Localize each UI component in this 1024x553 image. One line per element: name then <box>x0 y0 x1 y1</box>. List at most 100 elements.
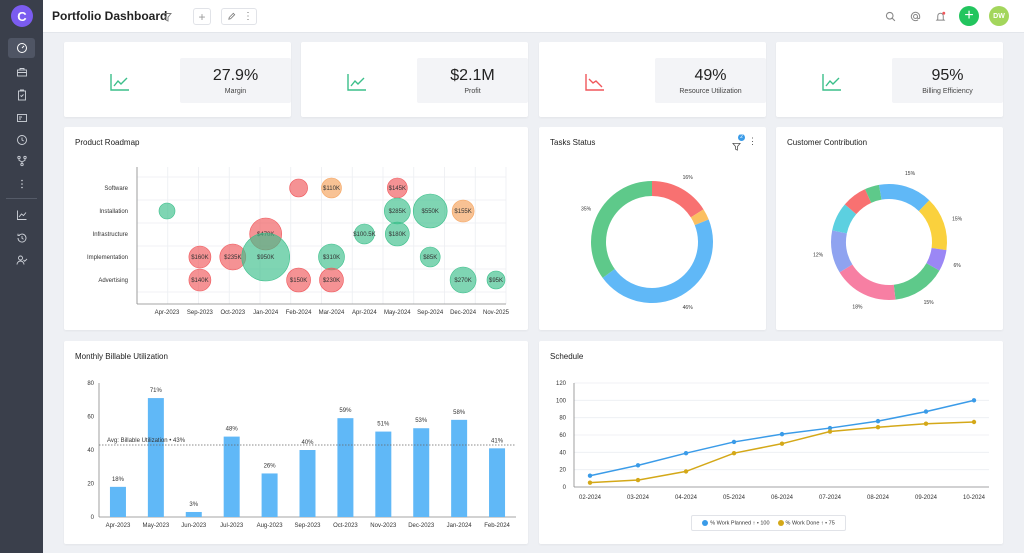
bubble-label: $230K <box>323 278 340 284</box>
bar <box>337 418 354 517</box>
user-check-icon[interactable] <box>8 250 35 270</box>
y-tick-label: Advertising <box>98 278 128 284</box>
kpi-box: 49% Resource Utilization <box>655 58 766 103</box>
bubble <box>449 266 477 294</box>
x-tick-label: 02-2024 <box>579 495 602 501</box>
x-tick-label: 07-2024 <box>819 495 842 501</box>
series-point <box>875 418 881 424</box>
x-tick-label: Dec-2024 <box>450 310 477 316</box>
plus-icon: + <box>198 9 206 24</box>
history-icon[interactable] <box>8 228 35 248</box>
x-tick-label: 08-2024 <box>867 495 890 501</box>
bubble-label: $140K <box>191 278 208 284</box>
bubble-label: $310K <box>323 255 340 261</box>
y-tick-label: 20 <box>559 468 566 474</box>
x-tick-label: Feb-2024 <box>484 523 510 529</box>
sidebar-divider <box>6 198 37 199</box>
bubble-label: $145K <box>389 186 406 192</box>
x-tick-label: May-2023 <box>143 523 170 529</box>
billable-bar-chart: 0 20 40 60 80 18% Apr-2023 71% May-2023 3% Jun-202… <box>87 381 516 529</box>
branch-icon[interactable] <box>8 151 35 171</box>
bar-value-label: 51% <box>377 422 390 428</box>
bubble-label: $285K <box>389 209 406 215</box>
more-icon[interactable] <box>8 174 35 194</box>
trend-up-icon <box>109 71 131 93</box>
dashboard-icon[interactable] <box>8 38 35 58</box>
bar-value-label: 41% <box>491 438 504 444</box>
bar <box>185 511 202 517</box>
filter-icon[interactable]: 2 <box>732 134 745 151</box>
series-point <box>683 469 689 474</box>
clipboard-icon[interactable] <box>8 85 35 105</box>
bar-value-label: 18% <box>112 477 125 483</box>
kpi-value: 49% <box>694 67 727 84</box>
x-tick-label: Sep-2023 <box>294 523 321 529</box>
bar <box>375 431 392 517</box>
kpi-card-billing-efficiency[interactable]: 95% Billing Efficiency <box>776 42 1003 117</box>
bar-value-label: 53% <box>415 418 428 424</box>
y-tick-label: 0 <box>563 485 567 491</box>
x-tick-label: Nov-2023 <box>370 523 397 529</box>
slice-label: 12% <box>813 253 824 259</box>
y-tick-label: 80 <box>87 381 94 387</box>
clock-icon[interactable] <box>8 130 35 150</box>
x-tick-label: Oct-2023 <box>220 310 245 316</box>
y-tick-label: 40 <box>87 448 94 454</box>
briefcase-icon[interactable] <box>8 62 35 82</box>
bubble-label: $235K <box>224 255 241 261</box>
avatar[interactable]: DW <box>989 6 1009 26</box>
id-card-icon[interactable] <box>8 108 35 128</box>
donut-slice <box>690 209 709 226</box>
legend-item-planned[interactable]: % Work Planned ↑ • 100 <box>702 519 770 526</box>
y-tick-label: 120 <box>556 381 567 387</box>
legend-item-done[interactable]: % Work Done ↑ • 75 <box>777 519 835 527</box>
bubble-label: $150K <box>290 278 307 284</box>
pencil-icon[interactable] <box>222 12 240 21</box>
create-button[interactable]: + <box>959 6 979 26</box>
series-point <box>587 473 593 478</box>
kpi-value: 95% <box>931 67 964 84</box>
bubble-label: $100.5K <box>353 232 375 238</box>
roadmap-chart: Software Installation Infrastructure Implem… <box>87 167 510 316</box>
y-tick-label: 20 <box>87 482 94 488</box>
bar <box>451 419 468 517</box>
x-tick-label: 10-2024 <box>963 495 986 501</box>
page-title: Portfolio Dashboard <box>52 9 168 23</box>
slice-label: 15% <box>924 300 935 306</box>
x-tick-label: May-2024 <box>384 310 411 316</box>
slice-label: 46% <box>683 305 694 311</box>
series-point <box>971 398 977 403</box>
trend-up-icon <box>346 71 368 93</box>
x-tick-label: Sep-2024 <box>417 310 444 316</box>
kpi-box: 95% Billing Efficiency <box>892 58 1003 103</box>
x-tick-label: 06-2024 <box>771 495 794 501</box>
app-logo[interactable]: C <box>11 5 33 27</box>
more-vertical-icon[interactable]: ⋮ <box>243 11 253 22</box>
filter-icon[interactable] <box>160 8 174 25</box>
bar <box>299 450 316 517</box>
bubble <box>486 270 506 290</box>
legend-label: % Work Done ↑ • 75 <box>785 520 835 527</box>
bubble-label: $550K <box>422 209 439 215</box>
kpi-card-profit[interactable]: $2.1M Profit <box>301 42 528 117</box>
card-title: Customer Contribution <box>787 138 868 147</box>
search-icon[interactable] <box>884 10 897 23</box>
filter-badge: 2 <box>738 134 745 141</box>
donut-slice <box>844 189 872 215</box>
kpi-card-margin[interactable]: 27.9% Margin <box>64 42 291 117</box>
series-point <box>827 429 833 434</box>
trend-up-icon <box>821 71 843 93</box>
kpi-card-resource-utilization[interactable]: 49% Resource Utilization <box>539 42 766 117</box>
tasks-donut-chart: 16% 46% 35% <box>581 175 713 311</box>
mention-icon[interactable] <box>909 10 922 23</box>
bubble-label: $950K <box>257 255 274 261</box>
schedule-line-chart: 0 20 40 60 80 100 120 02-2024 03-2024 04-2024 05-2… <box>556 381 989 501</box>
tasks-status-card: Tasks Status 2 ⋮ 16% 46% 35% <box>539 127 766 330</box>
add-widget-button[interactable]: + <box>193 8 211 25</box>
bubble-label: $95K <box>489 278 503 284</box>
x-tick-label: 09-2024 <box>915 495 938 501</box>
chart-icon[interactable] <box>8 205 35 225</box>
bell-icon[interactable] <box>934 10 947 23</box>
donut-slice <box>602 219 713 303</box>
more-vertical-icon[interactable]: ⋮ <box>748 136 757 146</box>
